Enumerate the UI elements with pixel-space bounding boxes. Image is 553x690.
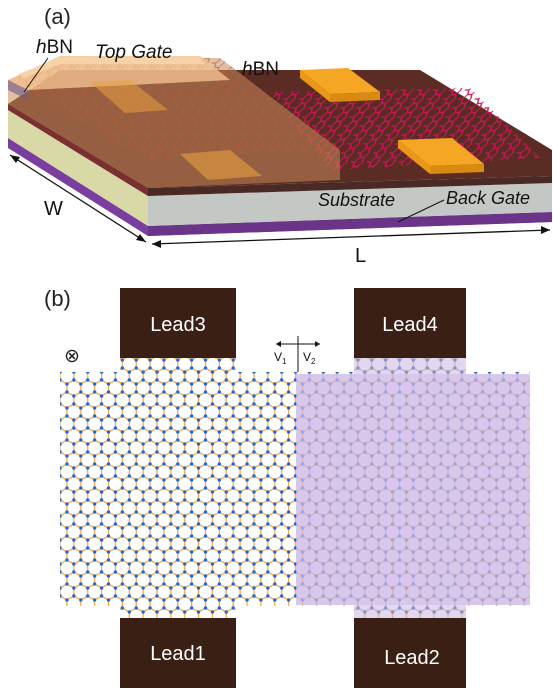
lead-4-label: Lead4	[382, 314, 438, 336]
device-schematic: (a)	[8, 4, 552, 267]
v1-label: V1	[274, 350, 287, 366]
gated-region-v2	[296, 374, 530, 605]
width-label: W	[44, 198, 63, 220]
length-label: L	[355, 245, 366, 267]
substrate-label: Substrate	[318, 190, 395, 210]
lattice-neck-top-left	[120, 356, 236, 374]
right-hbn-label: hBN	[242, 59, 279, 80]
lead-2-label: Lead2	[384, 647, 440, 669]
contact-left-back	[90, 80, 168, 113]
lead-3: Lead3	[120, 288, 236, 358]
contact-right-front	[398, 138, 484, 174]
back-gate-pointer-line	[397, 199, 445, 223]
lattice-neck-bottom-left	[120, 604, 236, 620]
lead-2: Lead2	[354, 618, 466, 688]
width-dimension-arrow	[9, 154, 147, 243]
length-dimension-arrow	[151, 226, 551, 248]
lead-3-label: Lead3	[150, 314, 206, 336]
panel-a-label: (a)	[44, 4, 71, 29]
lead-1: Lead1	[120, 618, 236, 688]
back-gate-label: Back Gate	[446, 188, 530, 208]
contact-right-back	[300, 68, 380, 102]
contact-left-front	[180, 150, 262, 180]
substrate-side-face	[8, 110, 148, 226]
lead-1-label: Lead1	[150, 643, 206, 665]
substrate-front-face	[148, 183, 552, 226]
top-hbn-label: hBN	[36, 37, 73, 58]
top-gate-label: Top Gate	[95, 42, 172, 63]
lead-4: Lead4	[354, 288, 466, 358]
panel-b-label: (b)	[44, 286, 71, 311]
top-gate-surface	[8, 56, 230, 90]
magnetic-field-symbol: ⊗	[64, 346, 80, 367]
potential-divider	[276, 336, 320, 372]
lattice-schematic: (b) ⊗ Lead3 Lead4 Lead1 Lead2	[44, 286, 530, 688]
hbn-pointer-line	[23, 57, 49, 93]
v2-label: V2	[303, 350, 316, 366]
